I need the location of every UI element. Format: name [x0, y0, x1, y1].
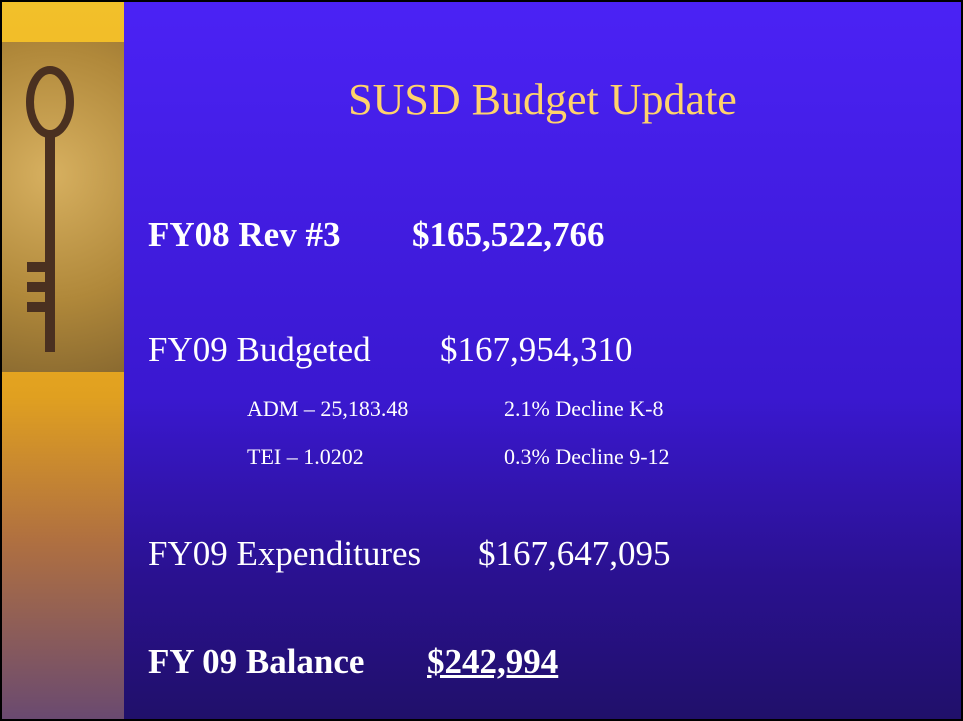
amount: $242,994 — [427, 642, 559, 681]
label: FY09 Budgeted — [148, 330, 371, 369]
label: FY 09 Balance — [148, 642, 365, 681]
label: FY09 Expenditures — [148, 534, 422, 573]
detail: ADM – 25,183.48 — [247, 396, 409, 421]
detail: 0.3% Decline 9-12 — [504, 444, 670, 469]
key-icon — [26, 66, 74, 352]
key-photo — [2, 42, 124, 372]
label: FY08 Rev #3 — [148, 215, 341, 254]
detail: 2.1% Decline K-8 — [504, 396, 664, 421]
amount: $167,647,095 — [478, 534, 671, 573]
detail: TEI – 1.0202 — [247, 444, 364, 469]
amount: $165,522,766 — [412, 215, 605, 254]
amount: $167,954,310 — [440, 330, 633, 369]
title: SUSD Budget Update — [348, 75, 737, 124]
